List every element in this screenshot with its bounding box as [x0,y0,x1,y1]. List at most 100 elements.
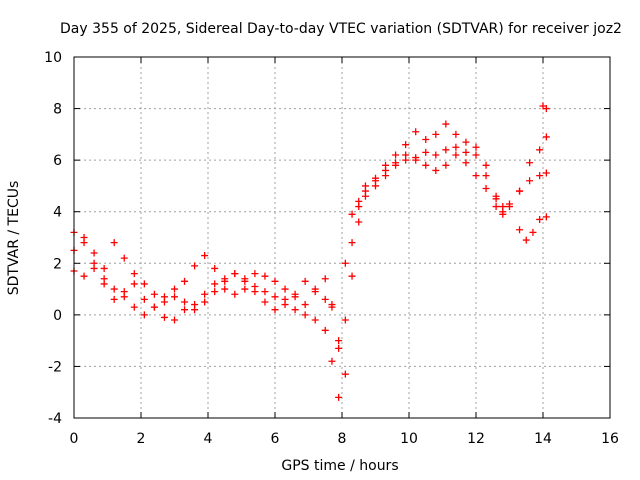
data-point [492,195,500,203]
data-point [442,161,450,169]
data-point [130,270,138,278]
data-point [462,138,470,146]
data-point [100,275,108,283]
data-point [526,177,534,185]
data-point [348,272,356,280]
data-point [130,280,138,288]
data-point [251,270,259,278]
data-point [536,146,544,154]
data-point [542,169,550,177]
data-point [422,136,430,144]
data-point [361,182,369,190]
data-point [382,161,390,169]
data-point [160,313,168,321]
data-point [291,306,299,314]
data-point [432,166,440,174]
data-point [492,203,500,211]
data-point [372,182,379,190]
data-point [251,288,259,296]
x-tick-label: 10 [400,431,418,447]
data-point [211,280,219,288]
data-point [100,264,108,272]
x-tick-labels: 0 2 4 6 8 10 12 14 16 [70,431,619,447]
data-point [542,133,550,141]
data-point [181,306,189,314]
data-point [321,326,329,334]
data-point [432,130,440,138]
data-point [348,210,356,218]
data-point [120,293,128,301]
data-point [140,295,148,303]
data-point [120,254,128,262]
data-point [335,393,343,401]
data-point [542,105,550,113]
y-tick-label: 4 [53,205,62,221]
data-point [311,316,319,324]
data-point [402,151,410,159]
data-point [472,172,480,180]
y-tick-label: 6 [53,153,62,169]
data-point [382,172,390,180]
data-point [281,285,289,293]
x-tick-label: 14 [534,431,552,447]
data-point [271,277,279,285]
x-tick-label: 8 [338,431,347,447]
data-point [171,293,178,301]
data-point [529,228,537,236]
data-point [261,288,269,296]
data-point [442,146,450,154]
data-point [432,151,440,159]
data-point [328,303,336,311]
data-point [321,275,329,283]
y-tick-label: 0 [53,308,62,324]
data-point [181,277,189,285]
data-point [392,159,400,167]
data-point [241,275,249,283]
data-point [472,143,480,151]
x-tick-label: 4 [204,431,213,447]
data-point [536,215,544,223]
data-point [261,272,269,280]
data-point [442,120,450,128]
data-point [291,293,299,301]
data-point [422,148,430,156]
x-tick-label: 0 [70,431,79,447]
data-point [221,277,229,285]
data-point [536,172,544,180]
data-point [452,130,460,138]
x-tick-label: 2 [137,431,146,447]
data-point [271,293,279,301]
data-point [341,259,349,267]
y-tick-label: -4 [48,411,62,427]
chart-title: Day 355 of 2025, Sidereal Day-to-day VTE… [60,21,622,37]
data-point [201,252,209,260]
data-point [482,172,490,180]
y-tick-label: 10 [44,50,62,66]
data-point [472,151,480,159]
data-point [301,301,309,309]
data-point [160,293,168,301]
data-point [211,288,219,296]
x-tick-label: 16 [601,431,619,447]
y-tick-label: 2 [53,256,62,272]
data-point [355,197,363,205]
data-point [211,264,219,272]
data-point [499,203,507,211]
x-tick-label: 6 [271,431,280,447]
data-point [335,337,343,345]
data-point [231,290,239,298]
data-point [422,161,430,169]
data-point [482,185,490,193]
data-point [341,316,349,324]
data-point [452,143,460,151]
data-point [171,316,178,324]
y-tick-labels: -4 -2 0 2 4 6 8 10 [44,50,62,427]
data-point [80,272,88,280]
data-point [110,295,118,303]
data-point [110,285,118,293]
data-point [412,156,420,164]
data-point [402,141,410,149]
data-point [191,262,199,270]
data-point [110,239,118,247]
